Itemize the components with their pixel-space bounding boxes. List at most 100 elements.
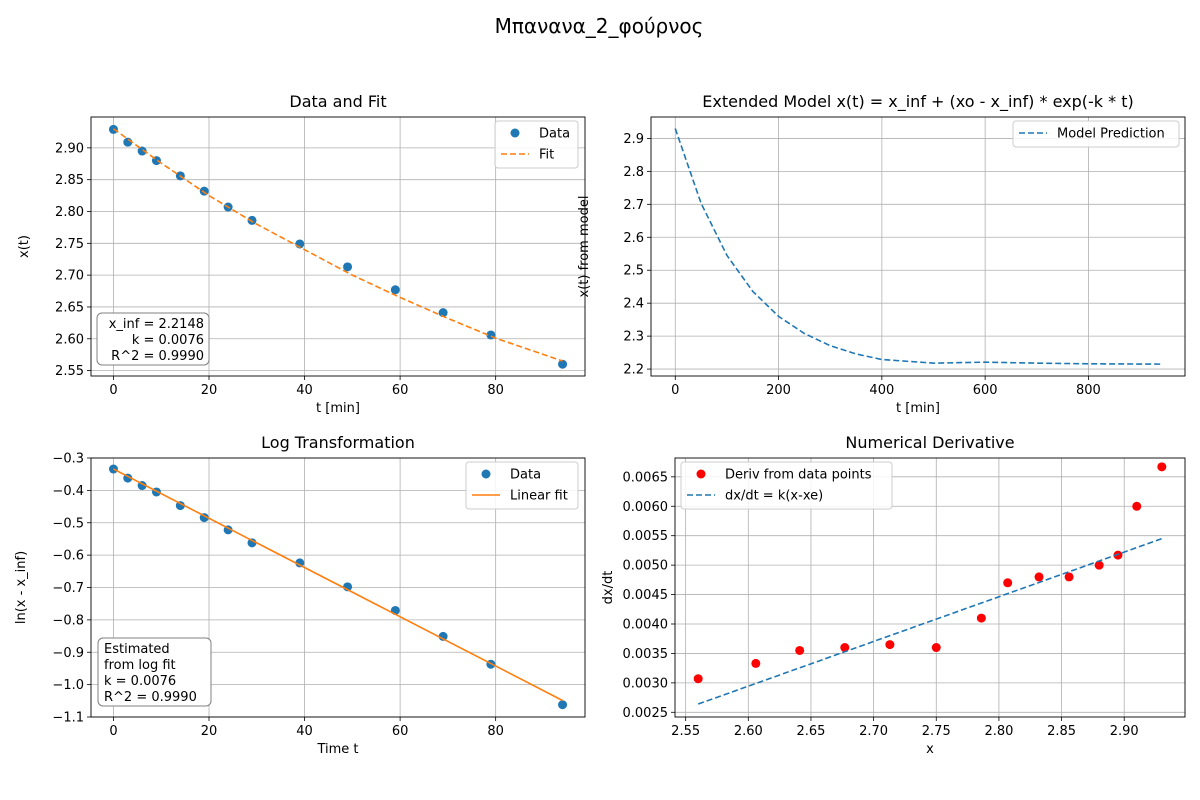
- plot-title: Log Transformation: [261, 433, 415, 452]
- y-tick-label: −0.3: [52, 452, 84, 467]
- plot-title: Data and Fit: [289, 92, 386, 111]
- y-axis-label: dx/dt: [601, 571, 616, 605]
- x-tick-label: 40: [296, 383, 313, 398]
- x-tick-label: 400: [869, 383, 894, 398]
- plot-p4: 2.55 2.60 2.65 2.70 2.75 2.80 2.85 2.90 0.0025 0.…: [601, 433, 1186, 757]
- y-tick-label: −0.4: [52, 484, 84, 499]
- y-tick-label: 0.0050: [623, 559, 669, 574]
- y-tick-label: 0.0060: [623, 500, 669, 515]
- data-point: [558, 700, 568, 710]
- y-tick-label: −1.1: [52, 711, 84, 726]
- legend: Model Prediction: [1012, 120, 1180, 148]
- y-tick-label: 2.65: [55, 300, 84, 315]
- y-tick-label: −0.6: [52, 549, 84, 564]
- y-tick-label: 0.0040: [623, 617, 669, 632]
- plot-title: Extended Model x(t) = x_inf + (xo - x_in…: [702, 92, 1133, 112]
- y-tick-label: 0.0065: [623, 470, 669, 485]
- y-tick-label: 0.0035: [623, 647, 669, 662]
- y-tick-label: −0.5: [52, 516, 84, 531]
- y-tick-label: 2.55: [55, 364, 84, 379]
- legend-label: Linear fit: [510, 489, 568, 504]
- x-tick-label: 2.90: [1110, 724, 1139, 739]
- x-tick-label: 20: [201, 724, 218, 739]
- series-line: [113, 468, 563, 702]
- legend-box: [680, 461, 893, 510]
- figure-title: Μπανανα_2_φούρνος: [495, 14, 704, 38]
- y-tick-label: 2.70: [55, 269, 84, 284]
- annotation-line: k = 0.0076: [132, 333, 204, 348]
- annotation-line: k = 0.0076: [104, 674, 176, 689]
- y-axis-label: x(t): [17, 235, 32, 258]
- data-point: [390, 285, 400, 295]
- x-tick-label: 2.65: [796, 724, 825, 739]
- y-tick-label: −0.9: [52, 646, 84, 661]
- plot-area: [108, 464, 568, 710]
- y-tick-label: 0.0025: [623, 706, 669, 721]
- data-point: [1132, 501, 1142, 511]
- y-tick-label: 2.4: [623, 297, 644, 312]
- legend-marker: [481, 469, 491, 479]
- x-tick-label: 60: [392, 383, 409, 398]
- data-point: [199, 186, 209, 196]
- legend-marker: [510, 128, 520, 138]
- series-line: [697, 537, 1163, 705]
- x-axis-label: Time t: [316, 742, 358, 757]
- data-point: [885, 640, 895, 650]
- data-point: [558, 359, 568, 369]
- annotation-line: x_inf = 2.2148: [109, 317, 204, 332]
- legend-label: Deriv from data points: [725, 468, 872, 483]
- y-tick-label: 2.60: [55, 332, 84, 347]
- x-tick-label: 200: [766, 383, 791, 398]
- x-tick-label: 600: [973, 383, 998, 398]
- x-tick-label: 80: [487, 724, 504, 739]
- plot-p2: 0 200 400 600 800 2.2 2.3 2.4 2.5 2.6 2.7 2.8 2.9 Ext…: [577, 92, 1186, 416]
- data-point: [751, 658, 761, 668]
- y-tick-label: 2.5: [623, 264, 644, 279]
- x-tick-label: 0: [109, 383, 117, 398]
- x-tick-label: 2.80: [984, 724, 1013, 739]
- axes-frame: [650, 116, 1186, 377]
- x-tick-label: 2.75: [922, 724, 951, 739]
- data-point: [247, 215, 257, 225]
- annotation-line: Estimated: [104, 642, 170, 657]
- axes-frame: [90, 116, 586, 377]
- x-axis-label: t [min]: [316, 401, 360, 416]
- y-tick-label: 2.6: [623, 231, 644, 246]
- y-tick-label: 2.80: [55, 205, 84, 220]
- x-tick-label: 20: [201, 383, 218, 398]
- y-tick-label: 2.3: [623, 330, 644, 345]
- plot-p3: 0 20 40 60 80 −1.1 −1.0 −0.9 −0.8 −0.7 −0.6 −0.5 −0.…: [14, 433, 586, 757]
- data-point: [438, 308, 448, 318]
- y-tick-label: 2.75: [55, 237, 84, 252]
- legend: Deriv from data points dx/dt = k(x-xe): [680, 461, 893, 510]
- annotation-line: from log fit: [104, 658, 176, 673]
- data-point: [1064, 572, 1074, 582]
- x-tick-label: 2.60: [734, 724, 763, 739]
- legend-label: Data: [539, 127, 570, 142]
- y-tick-label: 2.90: [55, 141, 84, 156]
- data-point: [247, 538, 257, 548]
- legend-label: Fit: [539, 148, 554, 163]
- x-tick-label: 2.85: [1047, 724, 1076, 739]
- x-tick-label: 800: [1076, 383, 1101, 398]
- legend-marker: [696, 469, 706, 479]
- x-tick-label: 60: [392, 724, 409, 739]
- y-tick-label: −0.8: [52, 613, 84, 628]
- data-point: [840, 643, 850, 653]
- x-tick-label: 40: [296, 724, 313, 739]
- y-tick-label: 2.85: [55, 173, 84, 188]
- x-axis-label: t [min]: [896, 401, 940, 416]
- data-point: [795, 645, 805, 655]
- y-tick-label: 2.7: [623, 198, 644, 213]
- x-tick-label: 0: [671, 383, 679, 398]
- legend-label: Model Prediction: [1057, 127, 1165, 142]
- x-tick-label: 80: [487, 383, 504, 398]
- y-tick-label: 0.0030: [623, 676, 669, 691]
- data-point: [693, 674, 703, 684]
- plot-area: [108, 124, 568, 369]
- data-point: [931, 643, 941, 653]
- y-tick-label: 2.8: [623, 165, 644, 180]
